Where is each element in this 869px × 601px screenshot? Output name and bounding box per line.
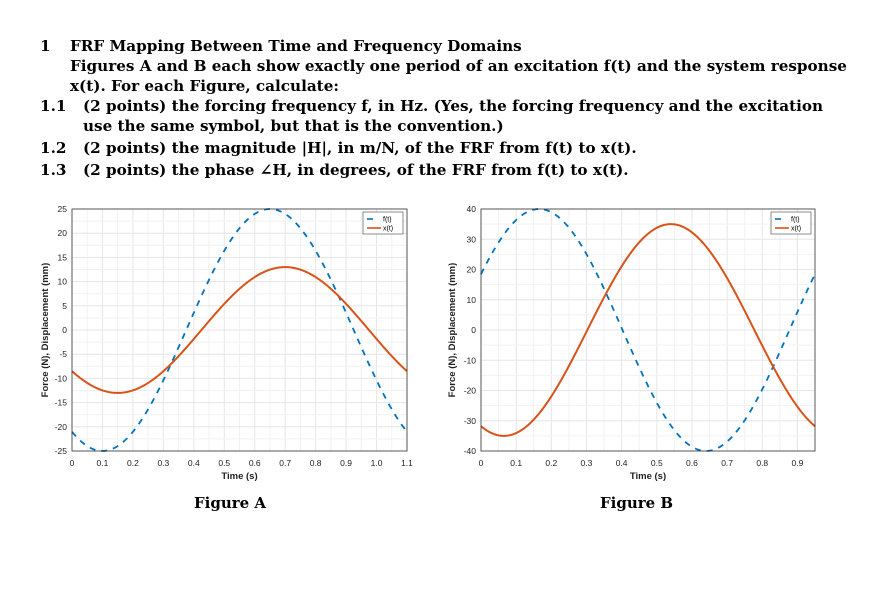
figb-x-tick-label: 0.2 — [545, 458, 557, 468]
figa-y-tick-label: -5 — [59, 349, 67, 359]
item-1-3-line1: (2 points) the phase ∠H, in degrees, of … — [83, 161, 629, 179]
figb-x-tick-label: 0 — [479, 458, 484, 468]
figure-a-chart: 0 0.1 0.2 0.3 0.4 0.5 0.6 0.7 0.8 0.9 1.0 1.1 -25 -20… — [38, 205, 442, 495]
figa-x-tick-label: 1.1 — [401, 458, 413, 468]
figa-x-tick-label: 0.3 — [157, 458, 169, 468]
figa-legend-label-force: f(t) — [383, 217, 392, 224]
figa-y-tick-label: -25 — [55, 446, 68, 456]
item-1-1-line1: (2 points) the forcing frequency f, in H… — [83, 97, 824, 115]
figa-x-tick-label: 0.7 — [279, 458, 291, 468]
figb-x-tick-label: 0.4 — [616, 458, 628, 468]
figa-series-force-line — [71, 208, 408, 452]
figb-y-tick-label: -40 — [464, 446, 477, 456]
figa-x-tick-label: 0 — [70, 458, 75, 468]
figb-axes-frame — [480, 208, 816, 452]
figa-y-tick-label: -20 — [55, 422, 68, 432]
figa-x-tick-label: 0.9 — [340, 458, 352, 468]
problem-intro-line1: Figures A and B each show exactly one pe… — [70, 57, 847, 75]
figa-y-tick-label: 0 — [62, 325, 67, 335]
figb-y-tick-label: -30 — [464, 416, 477, 426]
figb-y-tick-label: 10 — [467, 295, 477, 305]
figb-x-tick-label: 0.9 — [792, 458, 804, 468]
figa-y-tick-label: 15 — [58, 252, 68, 262]
item-1-2-number: 1.2 — [40, 139, 67, 157]
problem-number: 1 — [40, 37, 51, 55]
item-1-3-number: 1.3 — [40, 161, 67, 179]
figa-x-tick-label: 0.6 — [249, 458, 261, 468]
figb-x-tick-label: 0.8 — [756, 458, 768, 468]
problem-title: FRF Mapping Between Time and Frequency D… — [70, 37, 522, 55]
figa-y-tick-label: -10 — [55, 373, 68, 383]
figure-a-caption: Figure A — [194, 494, 267, 512]
figb-y-tick-label: 20 — [467, 265, 477, 275]
figa-axes-frame — [71, 208, 408, 452]
figb-y-tick-label: -20 — [464, 386, 477, 396]
figa-y-tick-label: 10 — [58, 277, 68, 287]
figa-x-tick-label: 0.2 — [127, 458, 139, 468]
figa-x-tick-label: 1.0 — [371, 458, 383, 468]
problem-intro-line2: x(t). For each Figure, calculate: — [70, 77, 339, 95]
figb-y-tick-label: 40 — [467, 205, 477, 214]
figa-y-tick-label: 25 — [58, 205, 68, 214]
figb-x-axis-label: Time (s) — [630, 471, 666, 482]
figa-x-axis-label: Time (s) — [221, 471, 257, 482]
figb-y-tick-label: 0 — [471, 325, 476, 335]
figb-y-axis-label: Force (N), Displacement (mm) — [447, 263, 458, 398]
figa-y-tick-label: 5 — [62, 301, 67, 311]
figa-legend-label-displacement: x(t) — [383, 226, 393, 233]
figure-b-plot: 0 0.1 0.2 0.3 0.4 0.5 0.6 0.7 0.8 0.9 -40 -30 -20 -10… — [447, 205, 816, 482]
figa-series-displacement-line — [71, 266, 408, 394]
figb-x-tick-label: 0.7 — [721, 458, 733, 468]
figa-y-axis-label: Force (N), Displacement (mm) — [40, 263, 51, 398]
item-1-1-number: 1.1 — [40, 97, 67, 115]
figb-series-displacement-line — [480, 223, 816, 437]
figa-x-tick-label: 0.5 — [218, 458, 230, 468]
figa-x-tick-label: 0.1 — [97, 458, 109, 468]
figb-x-tick-label: 0.5 — [651, 458, 663, 468]
item-1-2-line1: (2 points) the magnitude |H|, in m/N, of… — [83, 139, 637, 157]
figb-legend-label-displacement: x(t) — [791, 226, 801, 233]
figa-y-tick-label: -15 — [55, 398, 68, 408]
figure-a-plot: 0 0.1 0.2 0.3 0.4 0.5 0.6 0.7 0.8 0.9 1.0 1.1 -25 -20… — [40, 205, 413, 482]
figa-y-tick-label: 20 — [58, 228, 68, 238]
figb-x-tick-label: 0.6 — [686, 458, 698, 468]
figb-legend-label-force: f(t) — [791, 217, 800, 224]
item-1-1-line2: use the same symbol, but that is the con… — [83, 117, 504, 135]
figa-x-tick-label: 0.8 — [310, 458, 322, 468]
figb-x-tick-label: 0.1 — [510, 458, 522, 468]
figb-y-tick-label: 30 — [467, 234, 477, 244]
figa-x-tick-label: 0.4 — [188, 458, 200, 468]
figure-b-caption: Figure B — [600, 494, 674, 512]
figb-x-tick-label: 0.3 — [581, 458, 593, 468]
figure-b-chart: 0 0.1 0.2 0.3 0.4 0.5 0.6 0.7 0.8 0.9 -40 -30 -20 -10… — [445, 205, 849, 495]
figb-y-tick-label: -10 — [464, 355, 477, 365]
